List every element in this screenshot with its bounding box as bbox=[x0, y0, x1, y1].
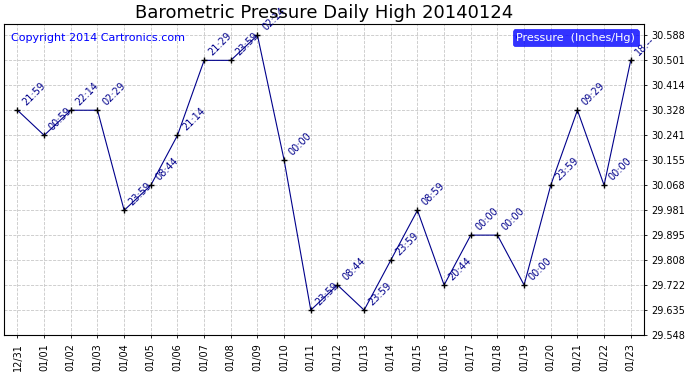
Text: Copyright 2014 Cartronics.com: Copyright 2014 Cartronics.com bbox=[10, 33, 184, 43]
Text: 00:00: 00:00 bbox=[527, 255, 553, 282]
Text: 23:59: 23:59 bbox=[553, 156, 580, 183]
Text: 20:44: 20:44 bbox=[447, 255, 473, 282]
Text: 02:29: 02:29 bbox=[100, 81, 127, 108]
Text: 08:59: 08:59 bbox=[420, 181, 447, 207]
Text: 23:59: 23:59 bbox=[234, 31, 260, 58]
Text: 21:29: 21:29 bbox=[207, 31, 234, 58]
Text: 09:29: 09:29 bbox=[580, 81, 607, 108]
Text: 22:14: 22:14 bbox=[74, 81, 101, 108]
Text: 02:14: 02:14 bbox=[260, 6, 287, 33]
Text: 00:00: 00:00 bbox=[500, 206, 527, 232]
Text: 00:00: 00:00 bbox=[473, 206, 500, 232]
Text: 00:00: 00:00 bbox=[607, 156, 633, 183]
Text: 23:59: 23:59 bbox=[393, 231, 420, 257]
Text: 21:14: 21:14 bbox=[180, 106, 207, 132]
Text: 00:00: 00:00 bbox=[287, 130, 313, 158]
Text: 18:--: 18:-- bbox=[633, 34, 656, 58]
Title: Barometric Pressure Daily High 20140124: Barometric Pressure Daily High 20140124 bbox=[135, 4, 513, 22]
Text: 21:59: 21:59 bbox=[20, 81, 47, 108]
Text: 23:59: 23:59 bbox=[313, 280, 340, 308]
Text: 08:44: 08:44 bbox=[154, 156, 180, 183]
Text: 23:59: 23:59 bbox=[367, 280, 394, 308]
Text: 08:44: 08:44 bbox=[340, 255, 367, 282]
Text: 00:59: 00:59 bbox=[47, 106, 74, 132]
Legend: Pressure  (Inches/Hg): Pressure (Inches/Hg) bbox=[513, 29, 638, 46]
Text: 23:59: 23:59 bbox=[127, 181, 154, 207]
